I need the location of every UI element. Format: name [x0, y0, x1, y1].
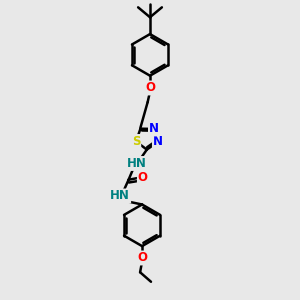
Text: N: N: [149, 122, 159, 135]
Text: O: O: [137, 251, 147, 265]
Text: O: O: [138, 171, 148, 184]
Text: S: S: [132, 135, 140, 148]
Text: N: N: [153, 135, 163, 148]
Text: HN: HN: [127, 157, 147, 170]
Text: HN: HN: [110, 190, 130, 202]
Text: O: O: [145, 82, 155, 94]
